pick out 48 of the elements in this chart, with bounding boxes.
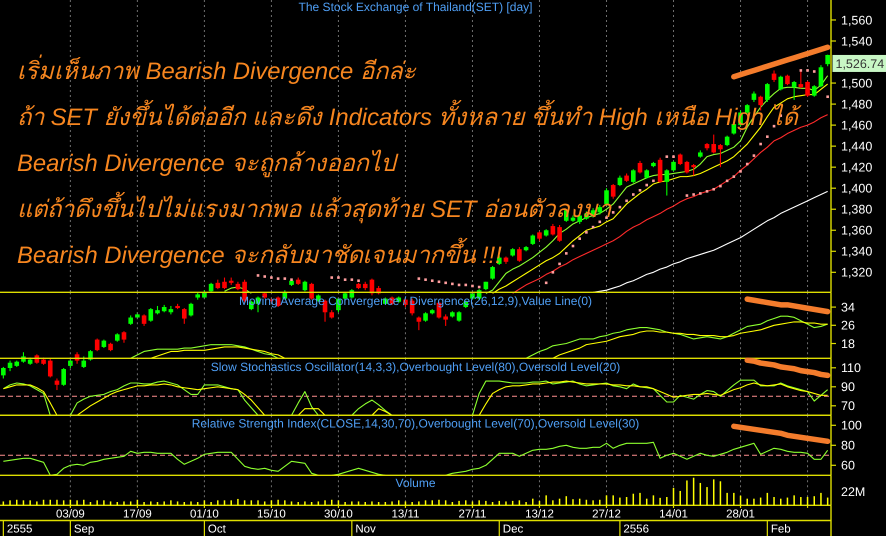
- x-tick-label: 17/09: [122, 508, 152, 520]
- annotation: Bearish Divergence จะถูกล้างออกไป: [17, 149, 400, 178]
- y-tick-label: 1,460: [841, 118, 872, 132]
- y-tick-label: 1,360: [841, 224, 872, 238]
- y-tick-label: 18: [841, 336, 855, 351]
- text: 22M: [841, 484, 866, 499]
- y-tick-label: 1,480: [841, 97, 872, 112]
- y-tick-label: 1,320: [841, 266, 872, 280]
- y-tick-label: 1,420: [841, 160, 872, 174]
- annotation: เริ่มเห็นภาพ Bearish Divergence อีกล่ะ: [17, 54, 417, 85]
- text: Dec: [502, 524, 524, 536]
- y-tick-label: 1,380: [841, 202, 872, 217]
- y-tick-label: 110: [841, 361, 861, 376]
- y-tick-label: 70: [841, 399, 855, 414]
- chart-title: Slow Stochastics Oscillator(14,3,3),Overbought Level(80),Oversold Level(20): [210, 360, 620, 374]
- annotation: Bearish Divergence จะกลับมาชัดเจนมากขึ้น !!!: [17, 237, 502, 269]
- x-tick-label: 30/10: [324, 508, 353, 520]
- x-tick-label: 14/01: [659, 508, 688, 520]
- x-tick-label: 03/09: [56, 508, 85, 520]
- y-tick-label: 100: [841, 418, 862, 433]
- y-tick-label: 90: [841, 380, 855, 394]
- text: Nov: [355, 524, 376, 536]
- y-tick-label: 1,540: [841, 34, 872, 48]
- y-tick-label: 1,340: [841, 244, 872, 259]
- x-tick-label: 15/10: [257, 508, 286, 520]
- y-tick-label: 60: [841, 458, 855, 473]
- text: Sep: [74, 524, 94, 536]
- y-tick-label: 1,560: [841, 13, 872, 28]
- x-tick-label: 27/12: [592, 508, 621, 520]
- text: Feb: [770, 524, 791, 536]
- y-tick-label: 1,400: [841, 182, 872, 196]
- chart-title: Volume: [395, 476, 436, 490]
- x-tick-label: 13/12: [525, 508, 554, 520]
- text: 2556: [623, 524, 649, 536]
- y-tick-label: 1,440: [841, 139, 872, 154]
- text: 1,526.74: [836, 56, 884, 71]
- y-tick-label: 26: [841, 318, 855, 333]
- x-tick-label: 01/10: [190, 508, 219, 520]
- x-tick-label: 27/11: [458, 508, 486, 520]
- y-tick-label: 1,500: [841, 76, 872, 90]
- chart-title: The Stock Exchange of Thailand(SET) [day]: [298, 0, 532, 14]
- chart-title: Relative Strength Index(CLOSE,14,30,70),Overbought Level(70),Oversold Level(30): [192, 416, 640, 431]
- y-tick-label: 80: [841, 438, 855, 453]
- text: Oct: [208, 524, 227, 536]
- x-tick-label: 13/11: [391, 508, 420, 520]
- text: 2555: [6, 524, 32, 536]
- x-tick-label: 28/01: [726, 508, 755, 520]
- y-tick-label: 34: [841, 300, 855, 314]
